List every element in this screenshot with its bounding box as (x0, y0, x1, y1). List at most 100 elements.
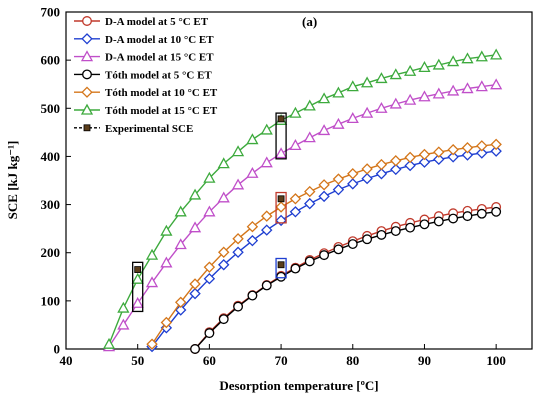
data-point-s5-9 (231, 145, 245, 157)
x-tick-label-6: 100 (486, 353, 506, 368)
legend-marker-1 (81, 33, 93, 45)
data-point-s2-21 (404, 93, 417, 105)
data-point-s3-21 (491, 206, 502, 217)
y-tick-label-2: 200 (41, 245, 61, 260)
series-3 (190, 206, 502, 354)
data-point-s5-11 (260, 123, 273, 135)
legend-entry-2: D-A model at 15 °C ET (74, 50, 214, 64)
data-point-s1-20 (433, 153, 445, 166)
legend-entry-4: Tóth model at 10 °C ET (74, 86, 218, 99)
data-point-s4-13 (332, 173, 345, 185)
data-point-s2-16 (332, 117, 345, 129)
x-tick-label-1: 50 (131, 353, 144, 368)
data-point-s2-11 (260, 156, 273, 168)
data-point-s2-13 (289, 139, 302, 151)
data-point-s1-15 (361, 172, 373, 185)
data-point-s4-2 (174, 296, 187, 309)
data-point-s5-27 (490, 48, 503, 60)
data-point-s1-2 (174, 304, 187, 316)
data-point-s2-19 (375, 101, 388, 113)
data-point-s2-1 (117, 318, 130, 330)
data-point-s4-17 (390, 155, 402, 167)
data-point-s3-1 (204, 328, 215, 339)
data-point-s2-22 (418, 90, 431, 102)
data-point-s3-13 (376, 229, 387, 240)
data-point-s1-17 (390, 163, 402, 176)
data-point-s1-8 (261, 224, 273, 236)
data-point-s4-20 (433, 146, 445, 158)
data-point-s2-24 (447, 84, 460, 96)
data-point-s1-7 (246, 234, 259, 247)
data-point-s5-4 (160, 224, 173, 236)
data-point-s3-10 (333, 244, 344, 255)
data-point-s2-23 (432, 87, 445, 99)
data-point-s1-21 (447, 151, 459, 163)
data-point-s2-3 (145, 276, 159, 288)
series-6 (134, 115, 285, 273)
data-point-s5-24 (447, 55, 460, 67)
data-point-s4-3 (189, 278, 201, 290)
y-axis-ticks: 0 100 200 300 400 500 600 700 (41, 5, 71, 357)
data-point-s4-7 (246, 220, 259, 233)
data-point-s4-6 (232, 233, 244, 245)
data-point-s4-1 (160, 316, 173, 329)
series-line-2 (108, 84, 497, 347)
x-tick-label-4: 80 (346, 353, 359, 368)
x-tick-label-5: 90 (418, 353, 431, 368)
highlight-box-1 (275, 257, 287, 279)
data-point-s4-11 (304, 185, 316, 198)
y-tick-label-1: 100 (41, 293, 61, 308)
data-point-s4-12 (318, 179, 330, 191)
highlight-box-3 (275, 112, 287, 160)
data-point-s1-5 (218, 259, 230, 271)
data-point-s1-10 (289, 206, 302, 218)
data-point-s4-15 (361, 163, 373, 175)
data-point-s4-18 (404, 151, 416, 164)
data-point-s2-6 (188, 221, 202, 233)
data-point-s2-18 (361, 106, 374, 118)
legend-label-1: D-A model at 10 °C ET (105, 34, 214, 46)
legend-label-5: Tóth model at 15 °C ET (105, 105, 218, 117)
data-point-s4-22 (461, 142, 474, 154)
data-point-s3-0 (190, 344, 200, 354)
legend-label-3: Tóth model at 5 °C ET (105, 69, 212, 81)
data-point-s4-8 (261, 210, 273, 222)
series-2 (102, 78, 503, 352)
data-point-s5-16 (332, 86, 345, 98)
data-point-s3-16 (419, 219, 430, 230)
legend-label-0: D-A model at 5 °C ET (105, 16, 209, 28)
data-point-s5-21 (404, 64, 417, 76)
data-point-s4-4 (203, 261, 216, 273)
series-0 (190, 202, 502, 354)
legend-entry-6: Experimental SCE (74, 123, 193, 135)
legend-label-2: D-A model at 15 °C ET (105, 52, 214, 64)
highlight-box-2 (275, 191, 287, 224)
data-point-s5-2 (131, 272, 144, 284)
data-point-s1-22 (461, 149, 474, 161)
data-point-s2-7 (203, 205, 216, 217)
y-tick-label-3: 300 (41, 197, 61, 212)
highlight-box-0 (132, 261, 144, 313)
data-point-s6-3 (277, 115, 285, 123)
data-point-s5-22 (418, 61, 431, 73)
legend-entry-1: D-A model at 10 °C ET (74, 33, 214, 46)
data-point-s4-0 (146, 338, 158, 350)
data-point-s5-0 (102, 337, 116, 349)
panel-label: (a) (302, 14, 317, 29)
data-point-s5-26 (475, 50, 488, 62)
data-point-s5-13 (289, 106, 302, 118)
legend: D-A model at 5 °C ET D-A model at 10 °C E… (74, 16, 218, 135)
data-point-s2-12 (274, 147, 288, 159)
x-tick-label-0: 40 (60, 353, 73, 368)
data-point-s1-3 (189, 287, 201, 300)
data-point-s1-14 (347, 178, 359, 190)
data-point-s1-12 (318, 190, 330, 203)
series-4 (146, 138, 502, 350)
data-point-s2-5 (174, 238, 187, 250)
y-tick-label-7: 700 (41, 5, 61, 20)
data-point-s3-4 (247, 290, 258, 301)
legend-label-6: Experimental SCE (105, 123, 193, 135)
data-point-s2-10 (246, 166, 259, 178)
data-point-s1-16 (375, 168, 388, 180)
legend-entry-3: Tóth model at 5 °C ET (74, 69, 212, 81)
